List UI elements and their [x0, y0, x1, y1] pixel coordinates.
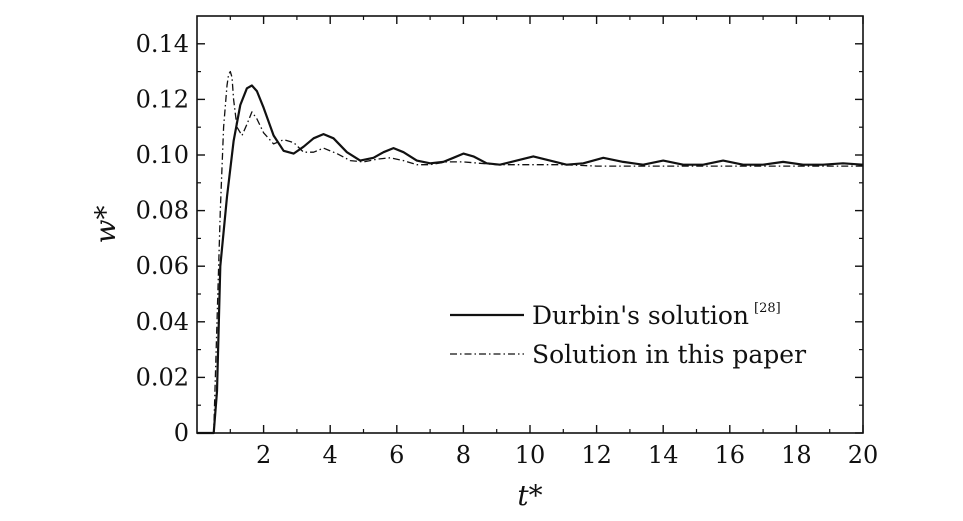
y-tick-label: 0.12	[136, 85, 189, 113]
x-tick-label: 6	[389, 441, 404, 469]
x-tick-label: 14	[648, 441, 679, 469]
y-tick-label: 0	[174, 419, 189, 447]
x-tick-label: 18	[781, 441, 812, 469]
legend: Durbin's solution [28] Solution in this pa…	[450, 301, 806, 369]
y-tick-label: 0.14	[136, 30, 189, 58]
legend-label-1: Solution in this paper	[532, 340, 806, 369]
x-axis-ticks: 2 4 6 8 10 12 14 16 18 20	[229, 16, 879, 469]
x-tick-label: 2	[256, 441, 271, 469]
y-tick-label: 0.10	[136, 141, 189, 169]
series-line-0	[197, 84, 864, 435]
x-tick-label: 4	[323, 441, 338, 469]
plot-frame	[196, 15, 864, 434]
x-tick-label: 10	[515, 441, 546, 469]
y-tick-label: 0.04	[136, 308, 189, 336]
x-tick-label: 20	[848, 441, 879, 469]
y-tick-label: 0.06	[136, 252, 189, 280]
y-axis-ticks: 0 0.02 0.04 0.06 0.08 0.10 0.12 0.14	[136, 30, 863, 447]
series-line-1	[197, 70, 863, 434]
x-tick-label: 8	[456, 441, 471, 469]
y-tick-label: 0.02	[136, 363, 189, 391]
legend-label-0: Durbin's solution	[532, 301, 749, 330]
plot-lines	[197, 70, 864, 435]
y-tick-label: 0.08	[136, 197, 189, 225]
y-axis-title: w*	[89, 206, 122, 244]
x-axis-title: t*	[517, 479, 542, 512]
x-tick-label: 12	[581, 441, 612, 469]
x-tick-label: 16	[715, 441, 746, 469]
legend-reference-superscript: [28]	[754, 301, 781, 316]
